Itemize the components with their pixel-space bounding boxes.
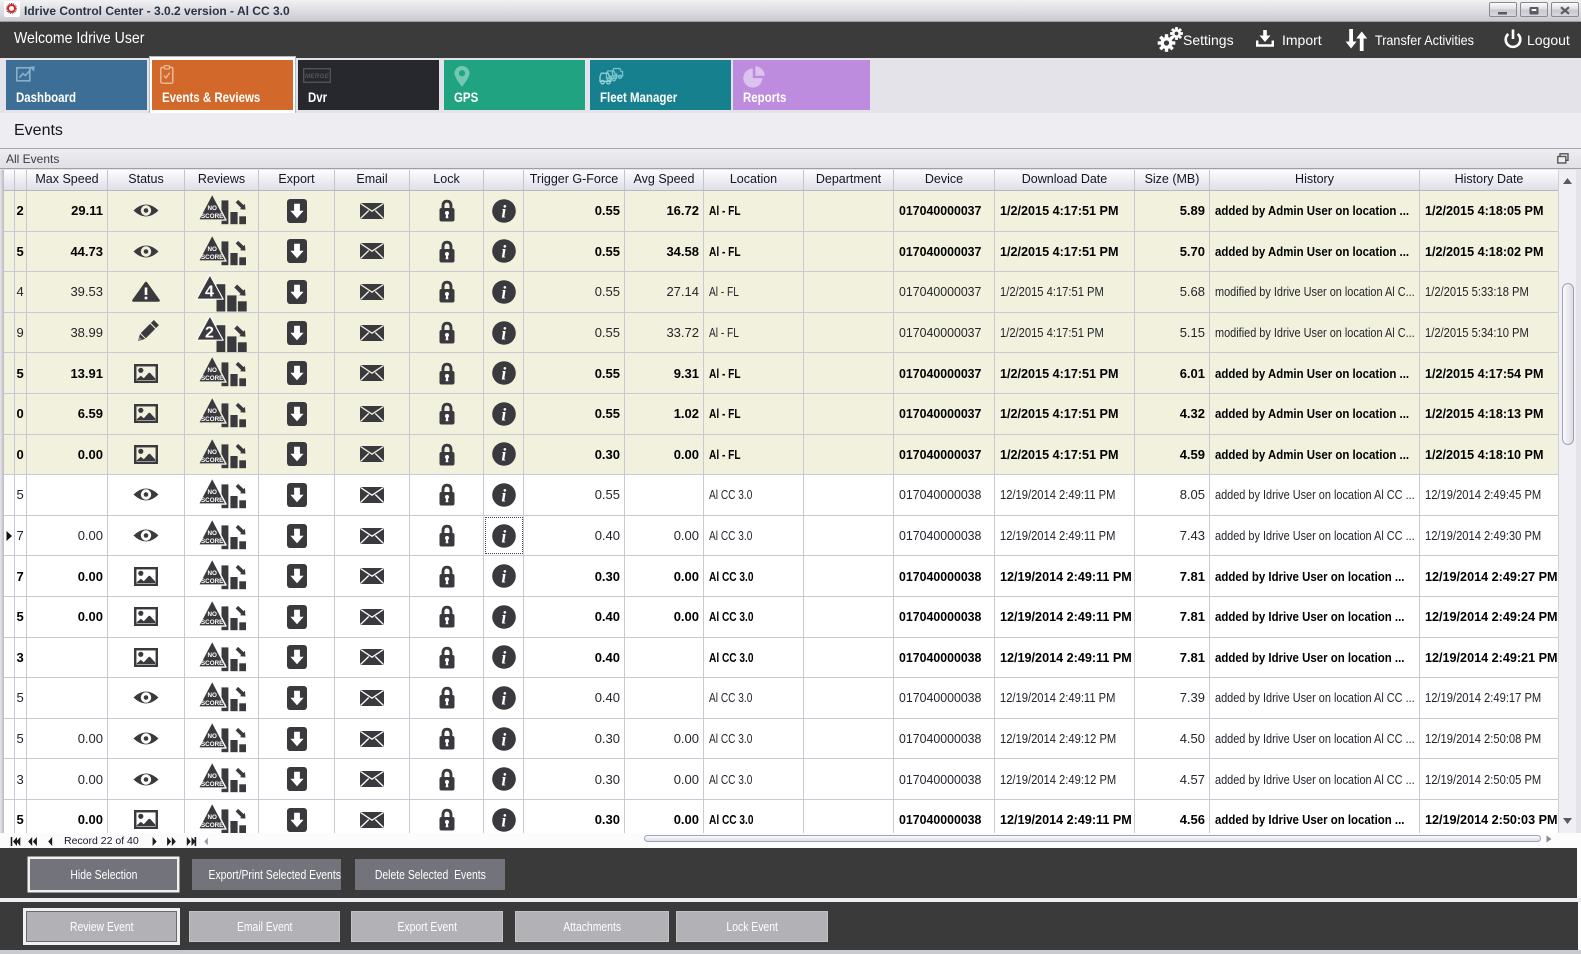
svg-text:i: i <box>501 810 506 830</box>
svg-text:i: i <box>501 323 506 343</box>
svg-text:NO: NO <box>207 611 217 618</box>
svg-text:SCORE: SCORE <box>200 213 222 220</box>
svg-text:SCORE: SCORE <box>200 538 222 545</box>
svg-text:i: i <box>501 364 506 384</box>
svg-text:SCORE: SCORE <box>200 781 222 788</box>
svg-text:2: 2 <box>205 324 214 341</box>
svg-text:SCORE: SCORE <box>200 700 222 707</box>
svg-text:i: i <box>501 567 506 587</box>
svg-text:SCORE: SCORE <box>200 254 222 261</box>
svg-text:SCORE: SCORE <box>200 497 222 504</box>
svg-text:NO: NO <box>207 814 217 821</box>
svg-text:i: i <box>501 770 506 790</box>
svg-text:i: i <box>501 729 506 749</box>
svg-text:NO: NO <box>207 367 217 374</box>
svg-text:i: i <box>501 445 506 465</box>
svg-text:SCORE: SCORE <box>200 375 222 382</box>
svg-text:NO: NO <box>207 652 217 659</box>
svg-text:i: i <box>501 526 506 546</box>
svg-text:SCORE: SCORE <box>200 822 222 829</box>
svg-text:NO: NO <box>207 692 217 699</box>
svg-text:SCORE: SCORE <box>200 416 222 423</box>
svg-text:NO: NO <box>207 449 217 456</box>
svg-text:NO: NO <box>207 489 217 496</box>
svg-text:i: i <box>501 282 506 302</box>
svg-text:i: i <box>501 648 506 668</box>
svg-text:NO: NO <box>207 530 217 537</box>
svg-text:SCORE: SCORE <box>200 741 222 748</box>
svg-text:NO: NO <box>207 246 217 253</box>
svg-text:i: i <box>501 242 506 262</box>
svg-text:SCORE: SCORE <box>200 457 222 464</box>
svg-text:NO: NO <box>207 733 217 740</box>
svg-text:NO: NO <box>207 570 217 577</box>
svg-text:SCORE: SCORE <box>200 578 222 585</box>
svg-text:NO: NO <box>207 773 217 780</box>
svg-text:SCORE: SCORE <box>200 660 222 667</box>
svg-text:NO: NO <box>207 205 217 212</box>
svg-text:i: i <box>501 485 506 505</box>
svg-text:4: 4 <box>205 284 214 301</box>
svg-text:SCORE: SCORE <box>200 619 222 626</box>
svg-text:i: i <box>501 688 506 708</box>
svg-text:NO: NO <box>207 408 217 415</box>
svg-text:MERGE: MERGE <box>305 73 330 80</box>
svg-text:i: i <box>501 201 506 221</box>
svg-text:i: i <box>501 607 506 627</box>
svg-text:i: i <box>501 404 506 424</box>
